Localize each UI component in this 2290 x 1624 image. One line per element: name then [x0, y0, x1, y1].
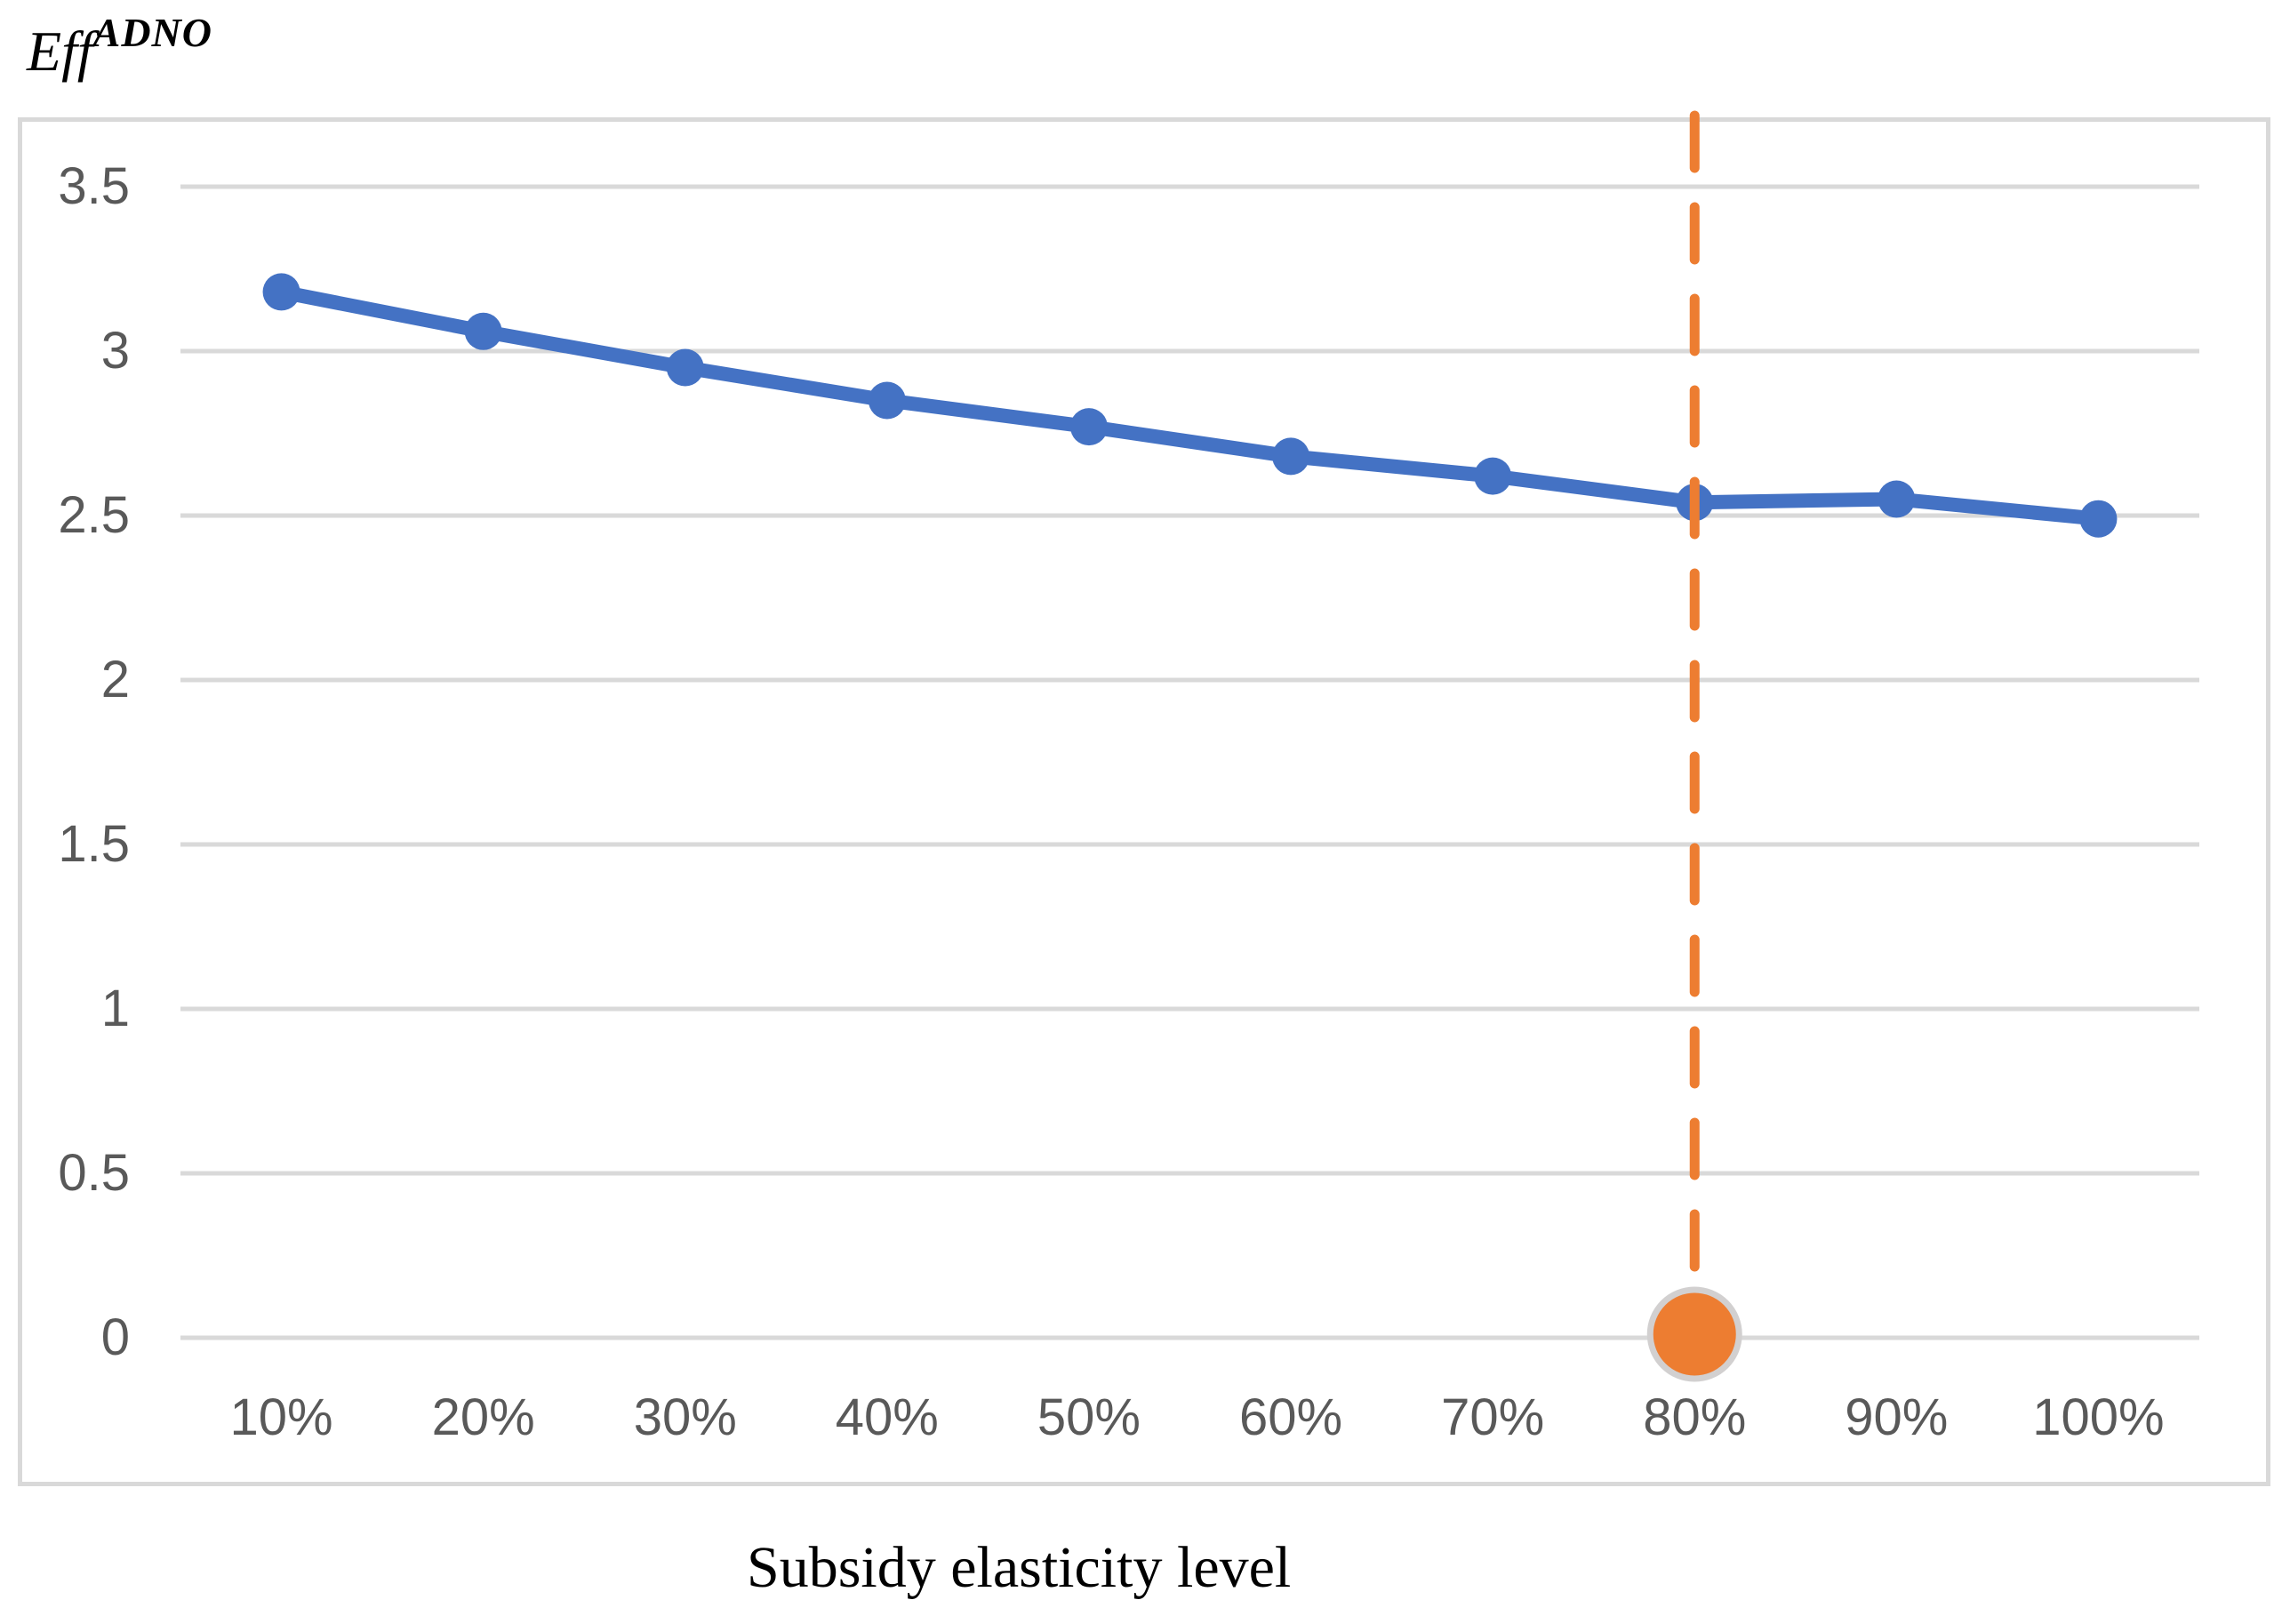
data-point-marker — [1069, 408, 1108, 446]
y-axis-title-text: Eff — [27, 20, 93, 83]
x-tick-label: 80% — [1643, 1388, 1747, 1446]
y-tick-label: 3.5 — [58, 157, 130, 215]
x-tick-label: 70% — [1441, 1388, 1545, 1446]
y-tick-label: 2 — [100, 651, 130, 708]
data-point-marker — [464, 312, 502, 350]
y-tick-label: 0 — [100, 1308, 130, 1366]
x-tick-label: 30% — [633, 1388, 737, 1446]
y-tick-label: 1.5 — [58, 815, 130, 873]
highlight-marker — [1646, 1286, 1742, 1382]
data-point-marker — [1878, 480, 1916, 518]
x-tick-label: 60% — [1239, 1388, 1343, 1446]
y-tick-label: 0.5 — [58, 1144, 130, 1202]
data-point-marker — [1272, 437, 1310, 476]
x-tick-label: 50% — [1037, 1388, 1141, 1446]
x-tick-label: 10% — [229, 1388, 333, 1446]
plot-frame — [18, 117, 2270, 1486]
series-line — [274, 284, 2106, 526]
data-point-marker — [2079, 500, 2118, 538]
data-point-marker — [262, 273, 300, 311]
x-tick-label: 40% — [835, 1388, 939, 1446]
data-point-marker — [666, 348, 704, 387]
y-axis-title-superscript: ADNO — [92, 10, 212, 55]
y-tick-label: 3 — [100, 322, 130, 380]
y-tick-label: 2.5 — [58, 486, 130, 544]
x-tick-label: 90% — [1845, 1388, 1949, 1446]
x-tick-label: 20% — [431, 1388, 535, 1446]
x-axis-title: Subsidy elasticity level — [747, 1535, 1292, 1600]
y-axis-title: EffADNO — [27, 12, 212, 83]
data-point-marker — [868, 381, 906, 420]
data-point-marker — [1474, 457, 1512, 495]
x-tick-label: 100% — [2032, 1388, 2165, 1446]
y-tick-label: 1 — [100, 980, 130, 1037]
